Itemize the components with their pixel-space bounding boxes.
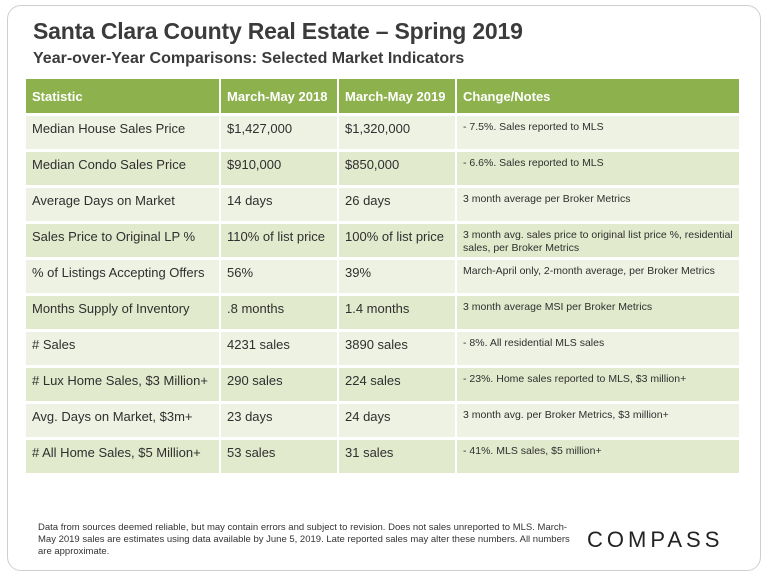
cell-2018: 23 days (221, 404, 339, 437)
cell-notes: - 23%. Home sales reported to MLS, $3 mi… (457, 368, 741, 401)
header-2018: March-May 2018 (221, 79, 339, 113)
table-row: Months Supply of Inventory .8 months 1.4 m… (26, 296, 741, 329)
cell-2019: 24 days (339, 404, 457, 437)
page-title: Santa Clara County Real Estate – Spring … (33, 18, 523, 44)
cell-notes: - 7.5%. Sales reported to MLS (457, 116, 741, 149)
cell-notes: 3 month avg. sales price to original lis… (457, 224, 741, 257)
cell-2019: $850,000 (339, 152, 457, 185)
cell-statistic: # All Home Sales, $5 Million+ (26, 440, 221, 473)
footnote: Data from sources deemed reliable, but m… (38, 522, 570, 557)
cell-notes: 3 month average MSI per Broker Metrics (457, 296, 741, 329)
cell-2018: $1,427,000 (221, 116, 339, 149)
cell-2018: .8 months (221, 296, 339, 329)
table-header-row: Statistic March-May 2018 March-May 2019 … (26, 79, 741, 113)
cell-2019: 224 sales (339, 368, 457, 401)
market-indicators-table: Statistic March-May 2018 March-May 2019 … (26, 76, 741, 476)
cell-statistic: Median Condo Sales Price (26, 152, 221, 185)
table-row: Avg. Days on Market, $3m+ 23 days 24 days 3… (26, 404, 741, 437)
compass-logo: COMPASS (587, 527, 724, 552)
cell-statistic: # Sales (26, 332, 221, 365)
cell-statistic: Sales Price to Original LP % (26, 224, 221, 257)
table-row: # Lux Home Sales, $3 Million+ 290 sales 22… (26, 368, 741, 401)
table-row: Median Condo Sales Price $910,000 $850,000… (26, 152, 741, 185)
cell-notes: 3 month average per Broker Metrics (457, 188, 741, 221)
page-subtitle: Year-over-Year Comparisons: Selected Mar… (33, 50, 465, 67)
header-statistic: Statistic (26, 79, 221, 113)
cell-2018: 53 sales (221, 440, 339, 473)
table-row: Sales Price to Original LP % 110% of list… (26, 224, 741, 257)
cell-2018: 4231 sales (221, 332, 339, 365)
cell-notes: - 6.6%. Sales reported to MLS (457, 152, 741, 185)
cell-2018: 56% (221, 260, 339, 293)
cell-2018: 14 days (221, 188, 339, 221)
header-notes: Change/Notes (457, 79, 741, 113)
cell-statistic: Average Days on Market (26, 188, 221, 221)
cell-2019: 1.4 months (339, 296, 457, 329)
cell-2018: $910,000 (221, 152, 339, 185)
cell-statistic: % of Listings Accepting Offers (26, 260, 221, 293)
table-row: % of Listings Accepting Offers 56% 39% Marc… (26, 260, 741, 293)
cell-statistic: Median House Sales Price (26, 116, 221, 149)
table-row: Median House Sales Price $1,427,000 $1,320… (26, 116, 741, 149)
cell-statistic: Months Supply of Inventory (26, 296, 221, 329)
cell-2019: $1,320,000 (339, 116, 457, 149)
table-row: # All Home Sales, $5 Million+ 53 sales 31 … (26, 440, 741, 473)
cell-2019: 26 days (339, 188, 457, 221)
cell-2019: 31 sales (339, 440, 457, 473)
cell-2019: 39% (339, 260, 457, 293)
cell-2018: 290 sales (221, 368, 339, 401)
cell-2018: 110% of list price (221, 224, 339, 257)
cell-2019: 3890 sales (339, 332, 457, 365)
cell-2019: 100% of list price (339, 224, 457, 257)
cell-notes: March-April only, 2-month average, per B… (457, 260, 741, 293)
cell-statistic: Avg. Days on Market, $3m+ (26, 404, 221, 437)
cell-statistic: # Lux Home Sales, $3 Million+ (26, 368, 221, 401)
header-2019: March-May 2019 (339, 79, 457, 113)
cell-notes: - 8%. All residential MLS sales (457, 332, 741, 365)
table-row: Average Days on Market 14 days 26 days 3 mo… (26, 188, 741, 221)
table-row: # Sales 4231 sales 3890 sales - 8%. All res… (26, 332, 741, 365)
cell-notes: - 41%. MLS sales, $5 million+ (457, 440, 741, 473)
cell-notes: 3 month avg. per Broker Metrics, $3 mill… (457, 404, 741, 437)
